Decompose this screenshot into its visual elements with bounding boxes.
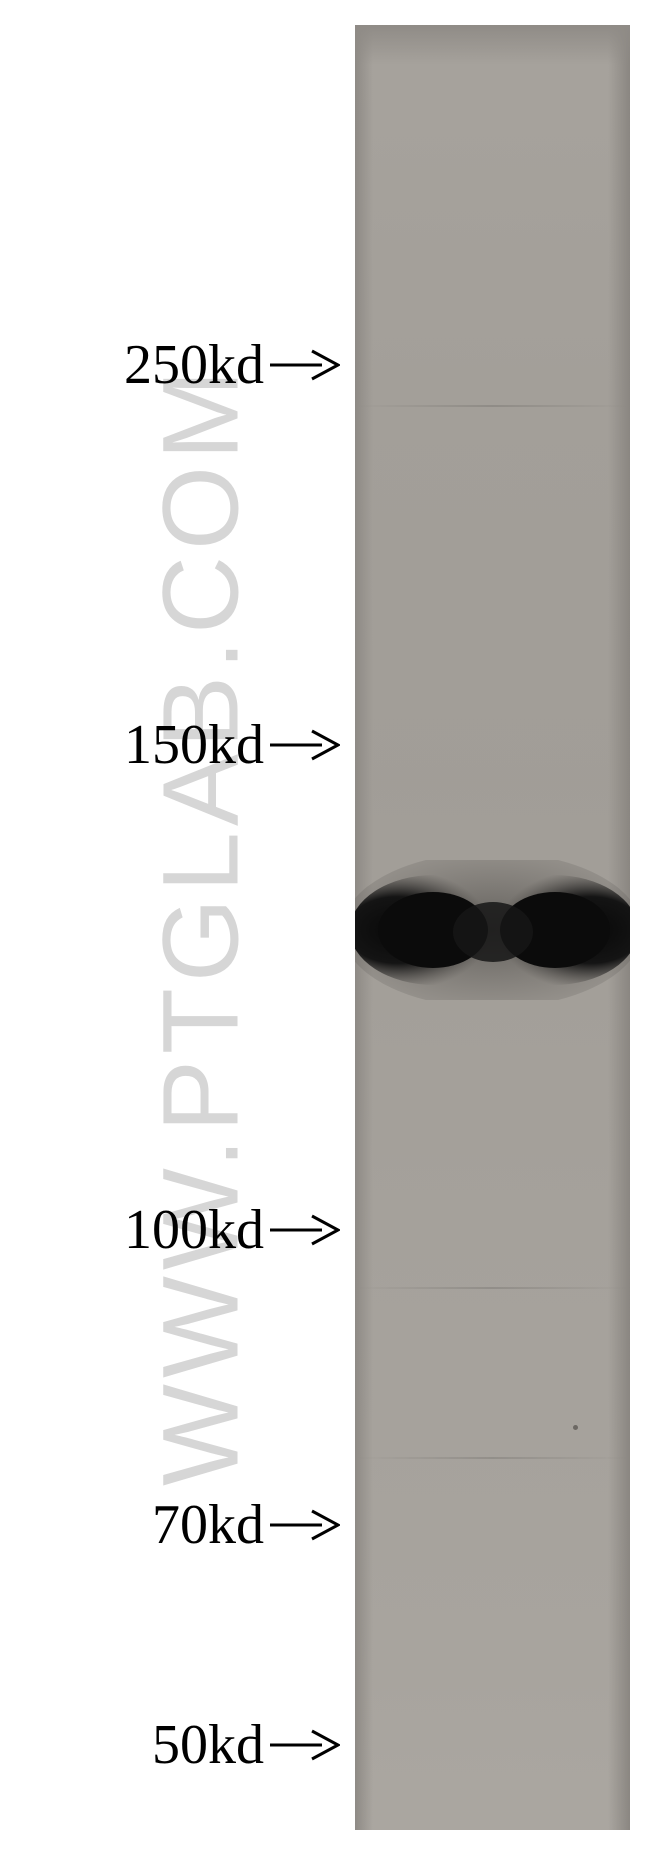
membrane-crease bbox=[355, 1287, 630, 1289]
ladder-label: 50kd bbox=[152, 1713, 264, 1777]
arrow-right-icon bbox=[268, 1208, 340, 1252]
dust-speck bbox=[573, 1425, 578, 1430]
ladder-marker: 100kd bbox=[124, 1200, 340, 1260]
ladder-label: 100kd bbox=[124, 1198, 264, 1262]
ladder-marker: 150kd bbox=[124, 715, 340, 775]
arrow-right-icon bbox=[268, 723, 340, 767]
arrow-right-icon bbox=[268, 1503, 340, 1547]
ladder-marker: 250kd bbox=[124, 335, 340, 395]
mw-ladder: 250kd 150kd 100kd 70kd 50kd bbox=[0, 0, 340, 1855]
ladder-label: 250kd bbox=[124, 333, 264, 397]
ladder-label: 70kd bbox=[152, 1493, 264, 1557]
protein-band bbox=[355, 860, 630, 1000]
arrow-right-icon bbox=[268, 343, 340, 387]
membrane-crease bbox=[355, 1457, 630, 1459]
western-blot-lane bbox=[355, 25, 630, 1830]
blot-edge-shade bbox=[355, 25, 630, 65]
arrow-right-icon bbox=[268, 1723, 340, 1767]
membrane-crease bbox=[355, 405, 630, 407]
ladder-label: 150kd bbox=[124, 713, 264, 777]
ladder-marker: 50kd bbox=[152, 1715, 340, 1775]
ladder-marker: 70kd bbox=[152, 1495, 340, 1555]
